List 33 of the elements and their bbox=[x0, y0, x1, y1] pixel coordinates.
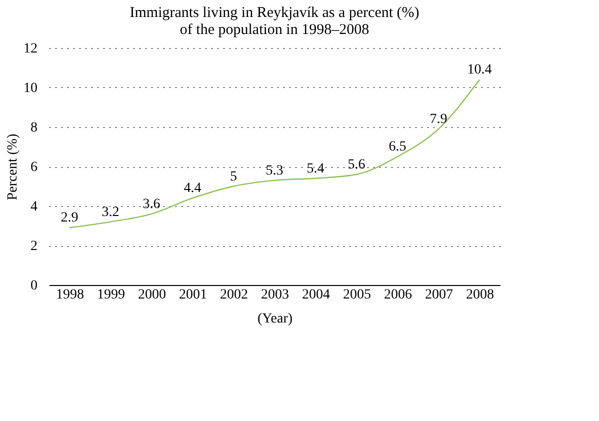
x-axis-title: (Year) bbox=[257, 312, 293, 326]
data-label: 7.9 bbox=[430, 112, 448, 127]
data-label: 3.6 bbox=[142, 196, 160, 212]
text: of the population in 1998–2008 bbox=[180, 22, 370, 38]
x-tick-label: 1998 bbox=[56, 288, 84, 302]
data-label: 5 bbox=[230, 169, 237, 184]
data-label: 10.4 bbox=[467, 62, 492, 78]
data-label: 3.2 bbox=[102, 204, 120, 220]
x-tick-label: 2005 bbox=[343, 288, 371, 302]
y-tick-label: 8 bbox=[30, 120, 38, 136]
data-label: 5.6 bbox=[348, 157, 366, 172]
text: Immigrants living in Reykjavík as a percent (%) bbox=[130, 5, 420, 21]
x-tick-label: 2007 bbox=[425, 288, 453, 302]
x-tick-label: 1999 bbox=[97, 288, 125, 302]
x-tick-label: 2002 bbox=[220, 288, 248, 302]
y-axis-title: Percent (%) bbox=[6, 133, 20, 200]
y-tick-label: 12 bbox=[24, 42, 38, 56]
x-tick-label: 2000 bbox=[138, 288, 166, 302]
data-label: 5.4 bbox=[306, 161, 324, 176]
data-label: 4.4 bbox=[184, 181, 202, 196]
data-label: 6.5 bbox=[388, 140, 406, 155]
y-tick-label: 10 bbox=[24, 81, 38, 96]
y-tick-label: 2 bbox=[30, 239, 38, 254]
x-tick-label: 2001 bbox=[179, 288, 207, 302]
x-tick-label: 2004 bbox=[302, 288, 330, 302]
x-tick-label: 2006 bbox=[384, 288, 412, 302]
y-tick-label: 0 bbox=[30, 278, 38, 294]
x-tick-label: 2003 bbox=[261, 288, 289, 302]
y-tick-label: 6 bbox=[30, 160, 38, 175]
x-tick-label: 2008 bbox=[466, 288, 494, 302]
data-label: 5.3 bbox=[266, 163, 284, 178]
y-tick-label: 4 bbox=[30, 200, 38, 214]
data-label: 2.9 bbox=[60, 210, 78, 226]
